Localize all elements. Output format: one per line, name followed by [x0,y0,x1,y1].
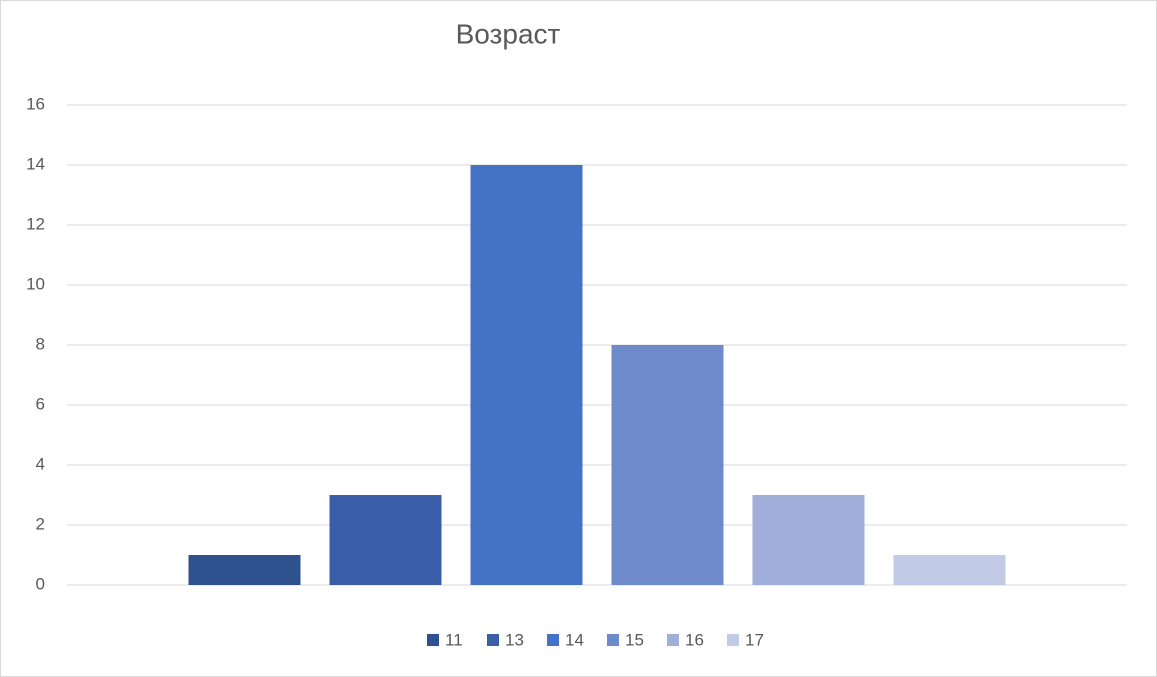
y-tick-label: 16 [26,94,45,113]
legend-label: 16 [685,630,704,649]
bar [329,495,442,585]
bar [611,345,724,585]
y-tick-label: 4 [36,454,45,473]
y-tick-label: 10 [26,274,45,293]
legend-swatch [547,634,559,646]
y-tick-label: 14 [26,154,45,173]
legend-label: 13 [505,630,524,649]
bar [893,555,1006,585]
legend-label: 14 [565,630,584,649]
y-tick-label: 6 [36,394,45,413]
bar [470,165,583,585]
legend-label: 11 [445,630,463,649]
y-tick-label: 0 [36,574,45,593]
legend-swatch [487,634,499,646]
legend-swatch [727,634,739,646]
legend-swatch [427,634,439,646]
legend-swatch [667,634,679,646]
y-tick-label: 8 [36,334,45,353]
y-tick-label: 2 [36,514,45,533]
chart-title: Возраст [456,18,561,49]
legend-label: 15 [625,630,644,649]
y-tick-label: 12 [26,214,45,233]
legend-swatch [607,634,619,646]
bar [752,495,865,585]
legend-label: 17 [745,630,764,649]
bar [188,555,301,585]
